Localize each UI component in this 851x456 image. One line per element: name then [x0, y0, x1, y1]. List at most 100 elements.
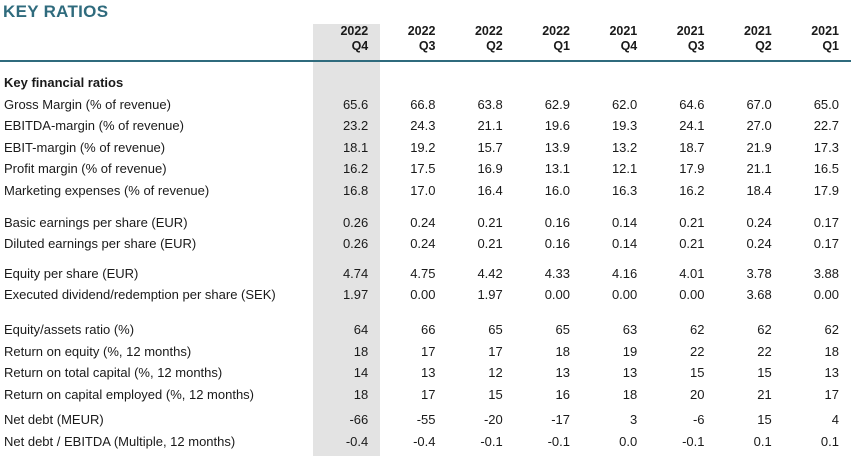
- cell-value: 4: [831, 412, 839, 428]
- cell-value: 3.78: [746, 265, 772, 281]
- column-year: 2021: [609, 24, 638, 38]
- row-label: EBIT-margin (% of revenue): [4, 139, 166, 155]
- cell-value: 0.00: [611, 287, 638, 303]
- cell-value: 13.2: [611, 139, 638, 155]
- cell-value: 13.1: [544, 161, 570, 177]
- cell-value: 0.00: [679, 287, 705, 303]
- table-row: Net debt / EBITDA (Multiple, 12 months) -…: [0, 431, 851, 453]
- table-section: Key financial ratios Gross Margin (% of r…: [0, 72, 851, 202]
- cell-value: 21.9: [746, 139, 772, 155]
- cell-value: 18.1: [342, 139, 369, 155]
- column-quarter: Q2: [486, 39, 503, 53]
- column-header-2021-q1: 2021 Q1: [784, 24, 851, 54]
- cell-value: -6: [692, 412, 705, 428]
- column-quarter: Q2: [755, 39, 772, 53]
- column-year: 2021: [676, 24, 705, 38]
- cell-value: 18: [622, 386, 638, 402]
- cell-value: 65.6: [342, 96, 369, 112]
- cell-value: -0.4: [413, 433, 436, 449]
- cell-value: -55: [416, 412, 436, 428]
- cell-value: 1.97: [342, 287, 369, 303]
- cell-value: -17: [551, 412, 570, 428]
- cell-value: 15.7: [477, 139, 503, 155]
- section-header-label: Key financial ratios: [4, 75, 124, 90]
- cell-value: 17.9: [813, 182, 839, 198]
- cell-value: 0.24: [410, 236, 436, 252]
- table-row: Basic earnings per share (EUR) 0.26 0.24 0.…: [0, 212, 851, 234]
- table-row: Diluted earnings per share (EUR) 0.26 0.24…: [0, 233, 851, 255]
- cell-value: 15: [757, 412, 772, 428]
- cell-value: 66.8: [410, 96, 436, 112]
- row-label: Basic earnings per share (EUR): [4, 214, 188, 230]
- cell-value: 0.16: [544, 214, 570, 230]
- cell-value: 18.4: [746, 182, 772, 198]
- cell-value: 0.21: [679, 236, 705, 252]
- column-year: 2021: [743, 24, 772, 38]
- row-label: Return on equity (%, 12 months): [4, 343, 192, 359]
- cell-value: 0.24: [410, 214, 436, 230]
- cell-value: 21.1: [477, 118, 503, 134]
- cell-value: 18.7: [679, 139, 705, 155]
- cell-value: 17.0: [410, 182, 436, 198]
- row-label: Diluted earnings per share (EUR): [4, 236, 197, 252]
- cell-value: 13: [555, 365, 570, 381]
- table-section: Equity per share (EUR) 4.74 4.75 4.42 4.33 4.…: [0, 263, 851, 306]
- cell-value: 0.17: [813, 214, 839, 230]
- cell-value: 0.1: [820, 433, 839, 449]
- column-header-2022-q3: 2022 Q3: [380, 24, 447, 54]
- table-body: Key financial ratios Gross Margin (% of r…: [0, 62, 851, 453]
- cell-value: 64: [353, 321, 369, 337]
- column-quarter: Q1: [553, 39, 570, 53]
- table-row: Return on equity (%, 12 months) 18 17 17 18 1…: [0, 341, 851, 363]
- cell-value: 12.1: [611, 161, 638, 177]
- cell-value: 65: [488, 321, 503, 337]
- cell-value: 3.68: [746, 287, 772, 303]
- table-row: Net debt (MEUR) -66 -55 -20 -17 3 -6 15 4: [0, 409, 851, 431]
- table-row: EBIT-margin (% of revenue) 18.1 19.2 15.7 13…: [0, 137, 851, 159]
- column-quarter: Q4: [620, 39, 638, 53]
- cell-value: -0.1: [547, 433, 570, 449]
- cell-value: -0.1: [682, 433, 705, 449]
- cell-value: 15: [757, 365, 772, 381]
- column-header-2022-q1: 2022 Q1: [515, 24, 582, 54]
- cell-value: 0.26: [342, 236, 369, 252]
- cell-value: 17.9: [679, 161, 705, 177]
- cell-value: 16.9: [477, 161, 503, 177]
- table-row: Gross Margin (% of revenue) 65.6 66.8 63.8 6…: [0, 94, 851, 116]
- cell-value: 0.21: [679, 214, 705, 230]
- cell-value: 4.16: [611, 265, 638, 281]
- cell-value: 17.3: [813, 139, 839, 155]
- column-header-2022-q2: 2022 Q2: [448, 24, 515, 54]
- column-year: 2022: [474, 24, 503, 38]
- cell-value: 62: [757, 321, 772, 337]
- column-quarter: Q4: [351, 39, 369, 53]
- cell-value: 17: [421, 343, 436, 359]
- cell-value: 18: [353, 386, 369, 402]
- page-title: KEY RATIOS: [3, 2, 109, 21]
- cell-value: 15: [488, 386, 503, 402]
- cell-value: 20: [690, 386, 705, 402]
- column-header-2021-q3: 2021 Q3: [649, 24, 716, 54]
- cell-value: 0.00: [410, 287, 436, 303]
- row-label: Net debt / EBITDA (Multiple, 12 months): [4, 433, 236, 449]
- cell-value: 63: [622, 321, 638, 337]
- cell-value: 67.0: [746, 96, 772, 112]
- cell-value: 17: [824, 386, 839, 402]
- table-row: Executed dividend/redemption per share (…: [0, 284, 851, 306]
- cell-value: 22: [690, 343, 705, 359]
- column-header-2021-q4: 2021 Q4: [582, 24, 649, 54]
- cell-value: 62: [690, 321, 705, 337]
- cell-value: 16.3: [611, 182, 638, 198]
- cell-value: 0.00: [544, 287, 570, 303]
- cell-value: 3.88: [813, 265, 839, 281]
- column-quarter: Q3: [687, 39, 705, 53]
- table-row: Equity/assets ratio (%) 64 66 65 65 63 62 62 62: [0, 319, 851, 341]
- cell-value: -20: [483, 412, 503, 428]
- row-label: Net debt (MEUR): [4, 412, 104, 428]
- cell-value: 0.00: [813, 287, 839, 303]
- cell-value: -0.4: [345, 433, 369, 449]
- cell-value: 66: [421, 321, 436, 337]
- table-section: Basic earnings per share (EUR) 0.26 0.24 0.…: [0, 212, 851, 255]
- cell-value: 0.1: [753, 433, 772, 449]
